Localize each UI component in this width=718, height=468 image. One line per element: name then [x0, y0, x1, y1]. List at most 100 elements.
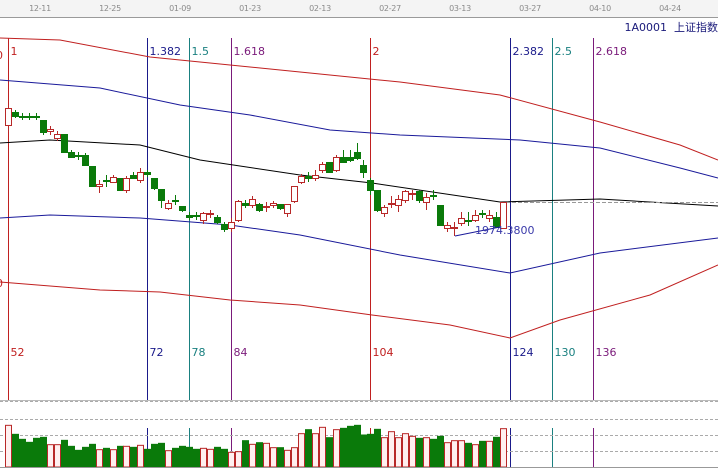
volume-bar	[472, 444, 479, 468]
volume-bar	[360, 434, 367, 468]
overlay-line-4	[0, 214, 718, 274]
low-annotation-pointer	[454, 226, 501, 237]
candle-body	[75, 155, 82, 157]
candle-body	[402, 191, 409, 201]
volume-bar	[207, 448, 214, 468]
candle-body	[374, 190, 381, 211]
volume-bar	[388, 431, 395, 468]
candle-body	[326, 162, 333, 173]
fibonacci-bar-label: 136	[596, 346, 617, 359]
volume-bar	[40, 436, 47, 468]
volume-bar	[75, 449, 82, 468]
x-tick-label: 02-13	[309, 4, 331, 13]
volume-bar	[416, 437, 423, 468]
candle-body	[395, 199, 402, 206]
candle-body	[12, 112, 19, 117]
volume-bar	[381, 437, 388, 468]
x-tick-label: 02-27	[379, 4, 401, 13]
volume-bar	[409, 435, 416, 468]
fibonacci-ratio-label: 2.618	[596, 45, 628, 58]
volume-bar	[137, 444, 144, 468]
candle-body	[19, 116, 26, 118]
candle-body	[172, 200, 179, 202]
volume-bar	[19, 438, 26, 468]
candle-body	[298, 176, 305, 183]
volume-bar	[291, 447, 298, 468]
candle-body	[333, 157, 340, 171]
volume-bar	[172, 447, 179, 468]
candle-body	[479, 213, 486, 215]
candle-body	[354, 152, 361, 159]
x-tick-label: 03-13	[449, 4, 471, 13]
candle-body	[89, 166, 96, 187]
candle-body	[367, 180, 374, 191]
volume-bar	[33, 437, 40, 468]
volume-bar	[89, 443, 96, 468]
x-tick-label: 03-27	[519, 4, 541, 13]
candle-body	[214, 217, 221, 223]
volume-bar	[12, 433, 19, 468]
volume-bar	[54, 444, 61, 468]
volume-bar	[165, 450, 172, 468]
candle-body	[312, 175, 319, 179]
candle-body	[263, 206, 270, 208]
volume-bar	[228, 451, 235, 468]
volume-bar	[500, 428, 507, 468]
volume-bar	[200, 447, 207, 468]
volume-bar	[326, 437, 333, 468]
volume-bar	[214, 446, 221, 468]
candle-body	[486, 215, 493, 219]
volume-bar	[263, 442, 270, 468]
security-title: 1A0001 上证指数	[624, 19, 718, 35]
volume-bar	[242, 440, 249, 468]
volume-bar	[158, 442, 165, 468]
volume-bar	[256, 442, 263, 468]
volume-bar	[144, 448, 151, 468]
candle-body	[193, 215, 200, 217]
date-axis: 12-11 12-25 01-09 01-23 02-13 02-27 03-13 03-27…	[0, 0, 718, 18]
volume-bar	[123, 445, 130, 468]
overlay-line-5	[0, 264, 718, 339]
volume-bar	[5, 424, 12, 468]
volume-bar	[402, 433, 409, 468]
candle-body	[123, 178, 130, 191]
candle-body	[444, 225, 451, 229]
candle-body	[451, 227, 458, 229]
volume-bar	[151, 443, 158, 468]
candle-body	[430, 195, 437, 197]
candle-body	[130, 175, 137, 179]
x-tick-label: 04-10	[589, 4, 611, 13]
candle-body	[186, 215, 193, 218]
candle-body	[458, 218, 465, 224]
volume-bar	[47, 444, 54, 468]
volume-bar	[221, 448, 228, 468]
candle-body	[381, 207, 388, 214]
candle-body	[165, 203, 172, 209]
candle-body	[200, 213, 207, 221]
volume-bar	[235, 451, 242, 468]
volume-bar	[130, 446, 137, 468]
candle-body	[500, 202, 507, 229]
fibonacci-ratio-label: 2	[373, 45, 380, 58]
x-tick-label: 04-24	[659, 4, 681, 13]
candle-body	[137, 172, 144, 181]
volume-bar	[493, 436, 500, 468]
volume-bar	[312, 433, 319, 468]
candle-body	[207, 213, 214, 215]
candle-body	[465, 220, 472, 222]
overlay-line-3	[0, 139, 718, 207]
fibonacci-bar-label: 84	[234, 346, 248, 359]
volume-bar	[193, 448, 200, 468]
volume-bar	[284, 449, 291, 468]
x-tick-label: 01-23	[239, 4, 261, 13]
x-tick-label: 12-11	[29, 4, 51, 13]
volume-bar	[395, 437, 402, 468]
candle-body	[472, 215, 479, 221]
candle-body	[388, 203, 395, 205]
volume-bar	[26, 441, 33, 468]
volume-bar	[374, 428, 381, 468]
volume-bar	[444, 442, 451, 468]
volume-bar	[437, 435, 444, 468]
x-tick-label: 12-25	[99, 4, 121, 13]
